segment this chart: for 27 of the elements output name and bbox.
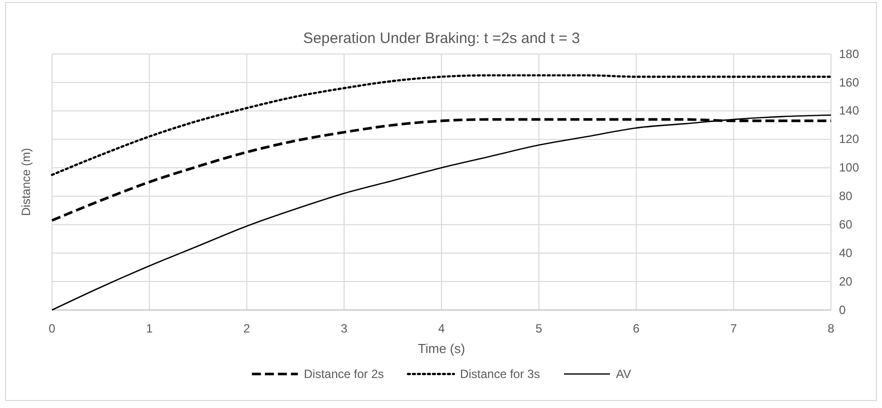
- legend-label: Distance for 2s: [304, 367, 384, 381]
- y-tick-label: 0: [839, 302, 846, 317]
- x-axis-title: Time (s): [418, 341, 466, 356]
- legend-label: AV: [616, 367, 632, 381]
- y-tick-label: 40: [839, 246, 853, 260]
- line-series: [50, 74, 832, 176]
- x-tick-label: 0: [48, 322, 56, 336]
- x-tick-label: 3: [340, 322, 348, 336]
- y-tick-label: 160: [839, 75, 860, 90]
- y-tick-label: 80: [839, 189, 853, 204]
- y-tick-label: 120: [839, 132, 860, 146]
- x-tick-label: 8: [828, 322, 835, 336]
- y-tick-label: 20: [839, 274, 853, 288]
- y-tick-label: 60: [839, 218, 853, 232]
- legend-label: Distance for 3s: [460, 367, 540, 381]
- x-tick-label: 1: [146, 322, 154, 336]
- y-tick-label: 180: [839, 46, 860, 61]
- x-tick-label: 4: [438, 322, 446, 336]
- x-tick-label: 6: [632, 322, 640, 336]
- y-tick-label: 100: [839, 160, 860, 175]
- x-tick-label: 5: [536, 322, 543, 336]
- chart-title: Seperation Under Braking: t =2s and t = 3: [303, 30, 580, 47]
- x-tick-label: 2: [243, 322, 250, 336]
- y-axis-title: Distance (m): [19, 148, 33, 216]
- line-series: [51, 114, 832, 311]
- x-tick-label: 7: [730, 322, 738, 336]
- y-tick-label: 140: [839, 104, 860, 118]
